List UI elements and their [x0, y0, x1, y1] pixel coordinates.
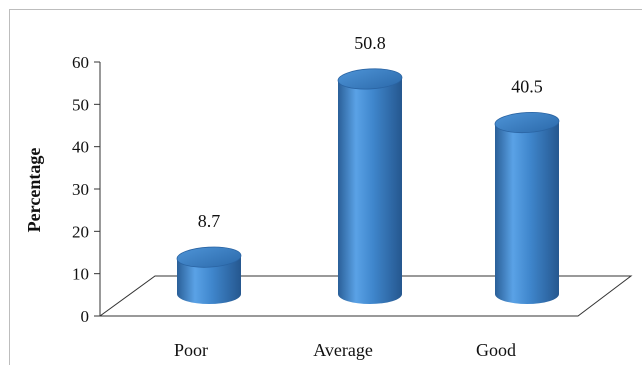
y-axis-ticks: 0 10 20 30 40 50 60 — [72, 53, 100, 326]
data-label: 50.8 — [354, 33, 386, 53]
x-category-label: Average — [313, 340, 373, 360]
y-axis-title: Percentage — [24, 148, 44, 233]
bar-good — [494, 112, 560, 304]
y-tick-label: 0 — [81, 307, 90, 326]
bar-top — [494, 112, 560, 134]
bar-poor — [176, 246, 242, 304]
chart-frame — [9, 9, 642, 365]
bar-top — [337, 68, 403, 90]
bar-average — [337, 68, 403, 304]
y-tick-label: 50 — [72, 95, 89, 114]
data-labels: 8.7 50.8 40.5 — [198, 33, 543, 231]
y-tick-label: 60 — [72, 53, 89, 72]
x-category-label: Poor — [174, 340, 208, 360]
y-tick-label: 20 — [72, 222, 89, 241]
bar-top — [176, 246, 242, 268]
data-label: 40.5 — [511, 77, 543, 97]
y-tick-label: 40 — [72, 138, 89, 157]
data-label: 8.7 — [198, 211, 221, 231]
y-tick-label: 30 — [72, 180, 89, 199]
bar-body — [177, 257, 241, 304]
category-labels: Poor Average Good — [174, 340, 516, 360]
x-category-label: Good — [476, 340, 516, 360]
bar-body — [495, 122, 559, 304]
floor-plane — [98, 275, 633, 317]
bars — [176, 68, 560, 304]
bar-body — [338, 78, 402, 304]
y-tick-label: 10 — [72, 265, 89, 284]
